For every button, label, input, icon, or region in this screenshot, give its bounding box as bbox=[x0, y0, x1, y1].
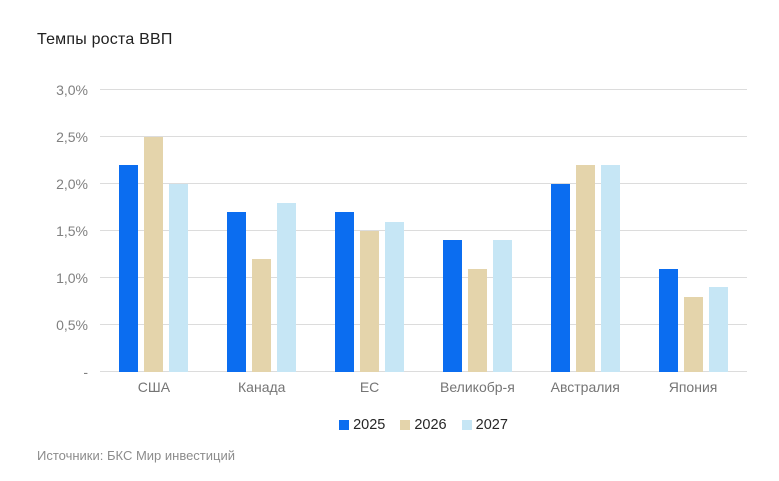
y-tick-label: 1,0% bbox=[56, 270, 88, 286]
legend-item-2025: 2025 bbox=[339, 417, 385, 433]
gridline bbox=[100, 89, 747, 90]
bar-2027 bbox=[708, 287, 728, 372]
bar-group bbox=[100, 90, 208, 372]
bar-2027 bbox=[385, 221, 405, 372]
legend-label: 2027 bbox=[475, 417, 508, 433]
gridline bbox=[100, 136, 747, 137]
bar-2027 bbox=[277, 202, 297, 372]
y-tick-label: - bbox=[83, 364, 88, 380]
bar-2026 bbox=[467, 268, 487, 372]
x-tick-label: ЕС bbox=[359, 379, 380, 395]
y-tick-label: 1,5% bbox=[56, 223, 88, 239]
legend-swatch-icon bbox=[400, 420, 411, 430]
bar-2027 bbox=[492, 240, 512, 372]
legend-label: 2026 bbox=[414, 417, 447, 433]
bar-2026 bbox=[360, 231, 380, 372]
gridline bbox=[100, 277, 747, 278]
bar-group bbox=[316, 90, 424, 372]
legend-label: 2025 bbox=[353, 417, 386, 433]
bar-2026 bbox=[683, 296, 703, 372]
bar-2025 bbox=[550, 184, 570, 372]
bar-group bbox=[423, 90, 531, 372]
bar-2026 bbox=[575, 165, 595, 372]
bar-groups bbox=[100, 90, 747, 372]
plot-area bbox=[100, 89, 747, 372]
legend-item-2026: 2026 bbox=[400, 417, 447, 433]
y-tick-label: 3,0% bbox=[56, 82, 88, 98]
x-tick-label: Канада bbox=[238, 379, 286, 395]
bar-2027 bbox=[600, 165, 620, 372]
bar-group bbox=[639, 90, 747, 372]
bar-2025 bbox=[335, 212, 355, 372]
gridline bbox=[100, 324, 747, 325]
bar-group bbox=[531, 90, 639, 372]
x-tick-label: Австралия bbox=[550, 379, 620, 395]
bar-2027 bbox=[169, 184, 189, 372]
gridline bbox=[100, 183, 747, 184]
source-note: Источники: БКС Мир инвестиций bbox=[37, 448, 235, 463]
gridline bbox=[100, 371, 747, 372]
y-tick-label: 2,0% bbox=[56, 176, 88, 192]
x-tick-label: Япония bbox=[668, 379, 718, 395]
bar-2026 bbox=[144, 137, 164, 372]
bar-2025 bbox=[442, 240, 462, 372]
legend-swatch-icon bbox=[461, 420, 472, 430]
gridline bbox=[100, 230, 747, 231]
chart-title: Темпы роста ВВП bbox=[37, 31, 173, 48]
bar-group bbox=[208, 90, 316, 372]
legend-swatch-icon bbox=[339, 420, 350, 430]
y-tick-label: 0,5% bbox=[56, 317, 88, 333]
legend-item-2027: 2027 bbox=[461, 417, 508, 433]
bar-2025 bbox=[658, 268, 678, 372]
legend: 2025 2026 2027 bbox=[100, 417, 747, 433]
bar-2025 bbox=[119, 165, 139, 372]
y-tick-label: 2,5% bbox=[56, 129, 88, 145]
bar-2026 bbox=[252, 259, 272, 372]
y-axis: - 0,5% 1,0% 1,5% 2,0% 2,5% 3,0% bbox=[20, 82, 88, 380]
x-tick-label: Великобр-я bbox=[440, 379, 515, 395]
x-tick-label: США bbox=[137, 379, 171, 395]
x-axis: США Канада ЕС Великобр-я Австралия Япония bbox=[100, 379, 747, 395]
bar-2025 bbox=[227, 212, 247, 372]
